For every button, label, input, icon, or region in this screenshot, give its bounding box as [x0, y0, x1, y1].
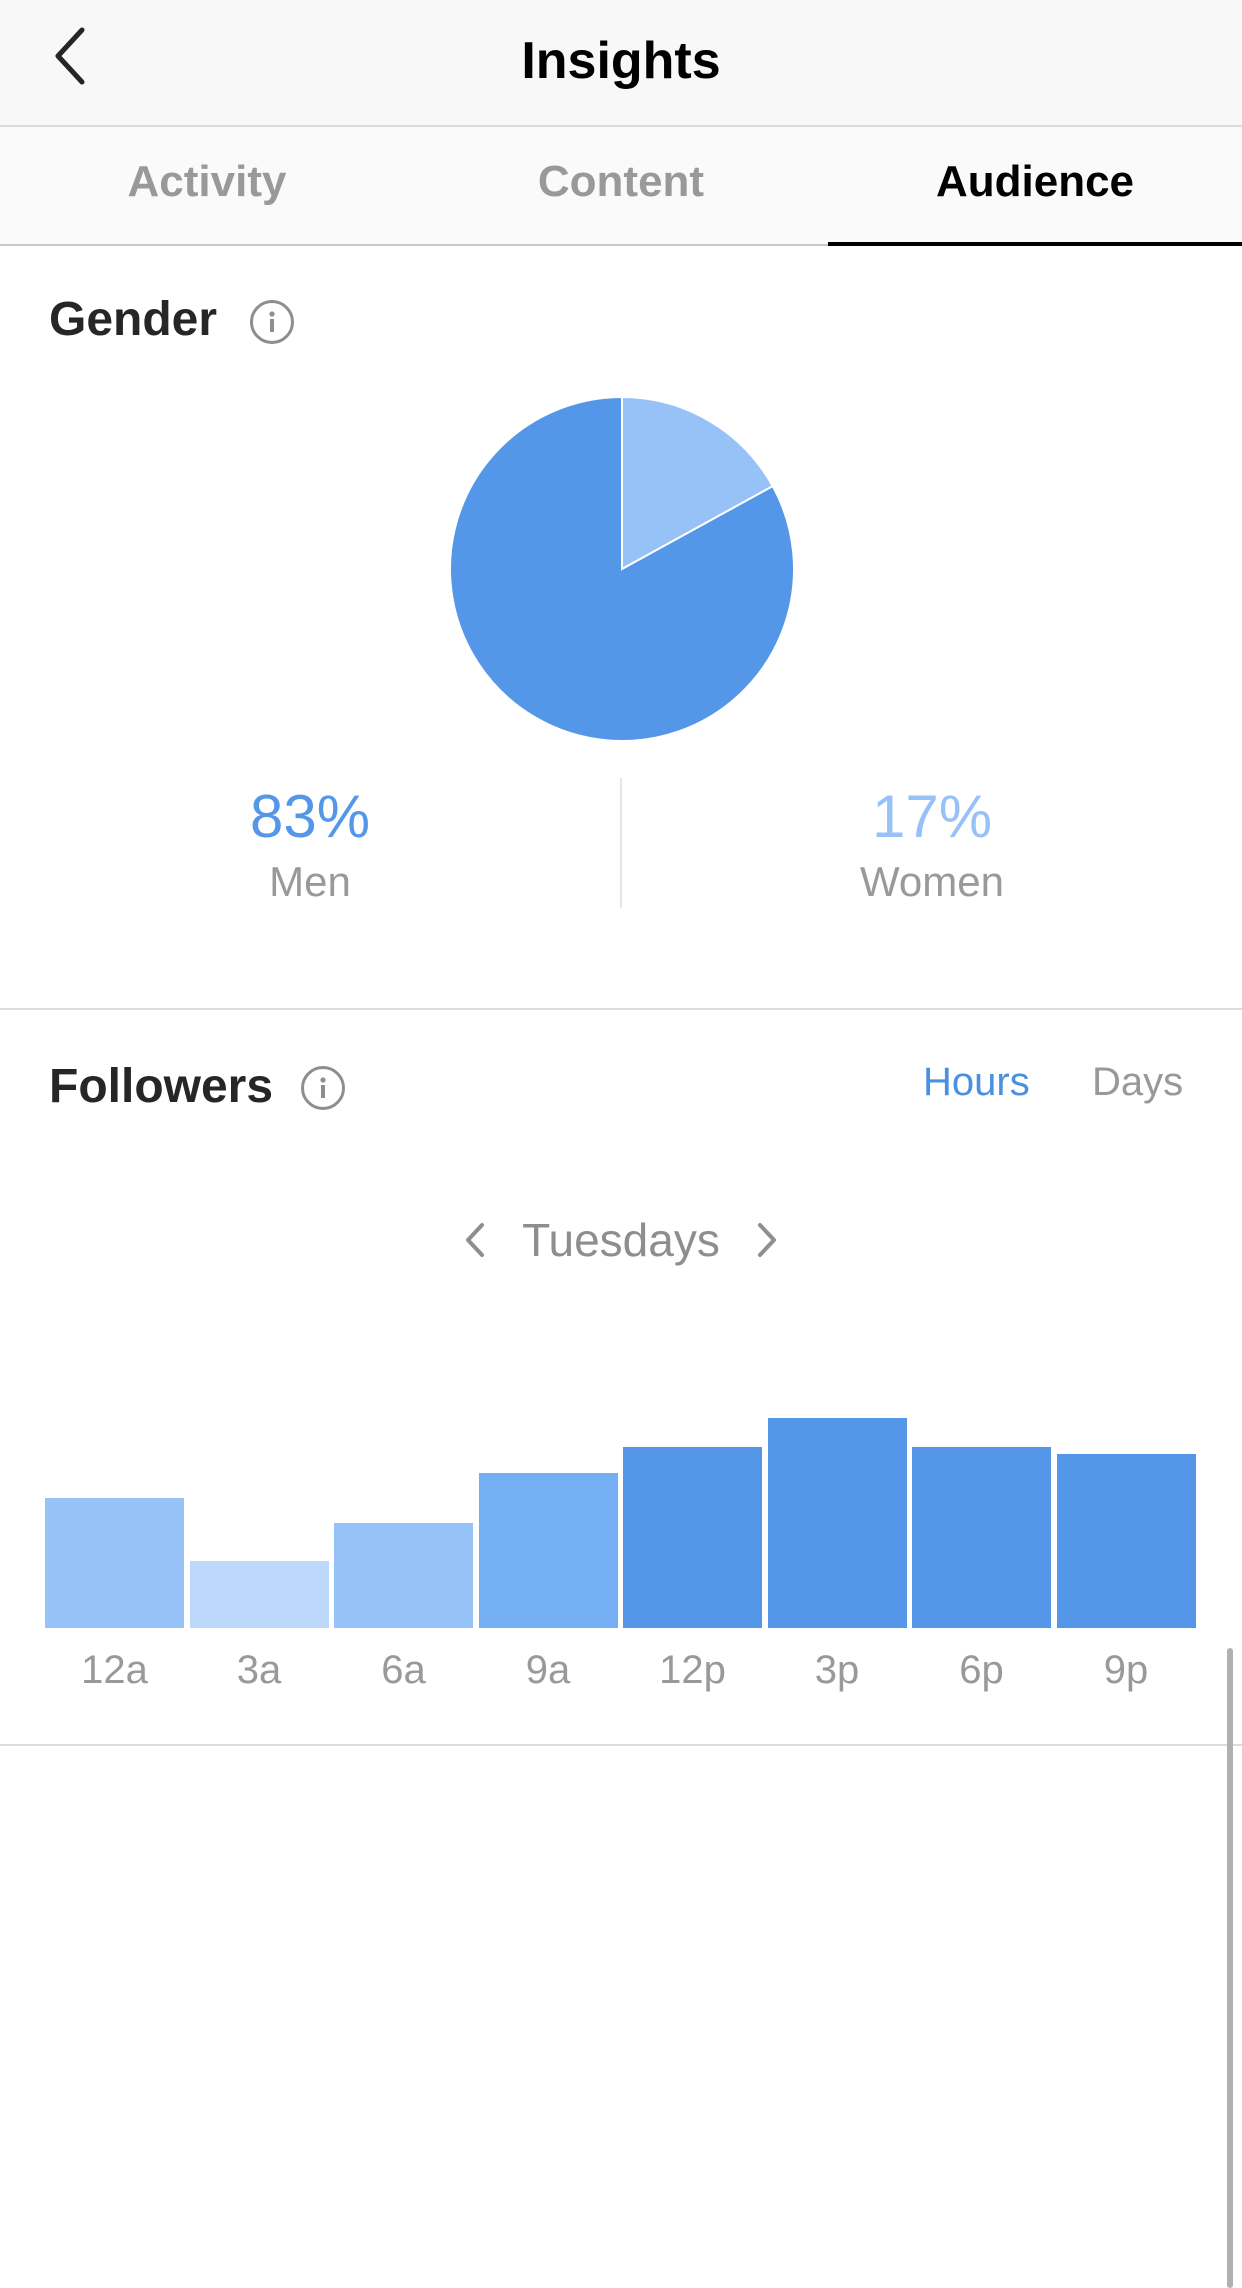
gender-title: Gender — [49, 293, 218, 346]
section-divider — [0, 1744, 1242, 1746]
tick-label-6p: 6p — [959, 1648, 1004, 1692]
followers-bar-chart: 12a 3a 6a 9a 12p 3p 6p 9p — [0, 1390, 1242, 1720]
bar-9p — [1056, 1453, 1196, 1628]
next-day-button[interactable] — [746, 1217, 786, 1263]
chevron-left-icon — [466, 1223, 484, 1257]
scrollbar[interactable] — [1227, 1648, 1233, 2288]
day-navigator: Tuesdays — [0, 1205, 1242, 1275]
chevron-right-icon — [758, 1223, 776, 1257]
tick-label-12a: 12a — [81, 1648, 148, 1692]
section-divider — [0, 1008, 1242, 1010]
tab-bar: Activity Content Audience — [0, 127, 1242, 246]
women-percent: 17% — [871, 783, 993, 850]
tab-content[interactable]: Content — [537, 157, 705, 206]
pie-slice-women — [621, 396, 775, 571]
men-percent: 83% — [249, 783, 371, 850]
women-label: Women — [860, 858, 1004, 905]
header-bar: Insights — [0, 0, 1242, 127]
bar-3p — [767, 1418, 907, 1628]
bar-6a — [334, 1523, 473, 1628]
gender-pie-chart — [449, 396, 795, 742]
tab-audience[interactable]: Audience — [828, 127, 1242, 246]
bar-12a — [45, 1497, 184, 1628]
men-label: Men — [269, 858, 351, 905]
previous-day-button[interactable] — [456, 1217, 496, 1263]
gender-divider — [620, 778, 622, 908]
page-title: Insights — [521, 32, 721, 90]
tick-label-3p: 3p — [814, 1648, 860, 1692]
hours-toggle[interactable]: Hours — [923, 1060, 1030, 1104]
gender-info-icon[interactable] — [250, 300, 294, 344]
chevron-left-icon — [55, 27, 85, 85]
bar-12p — [623, 1447, 762, 1628]
tick-label-9a: 9a — [525, 1648, 571, 1692]
bar-3a — [189, 1560, 329, 1628]
back-button[interactable] — [44, 22, 104, 102]
days-toggle[interactable]: Days — [1092, 1060, 1184, 1104]
followers-info-icon[interactable] — [301, 1066, 345, 1110]
tab-activity[interactable]: Activity — [127, 157, 287, 206]
pie-slice-men — [449, 396, 795, 742]
bar-9a — [478, 1472, 618, 1628]
bar-6p — [912, 1447, 1051, 1628]
day-label: Tuesdays — [522, 1214, 720, 1266]
tick-label-9p: 9p — [1103, 1648, 1149, 1692]
followers-title: Followers — [49, 1060, 274, 1113]
tick-label-3a: 3a — [236, 1648, 282, 1692]
tick-label-12p: 12p — [659, 1648, 726, 1692]
tick-label-6a: 6a — [381, 1648, 426, 1692]
